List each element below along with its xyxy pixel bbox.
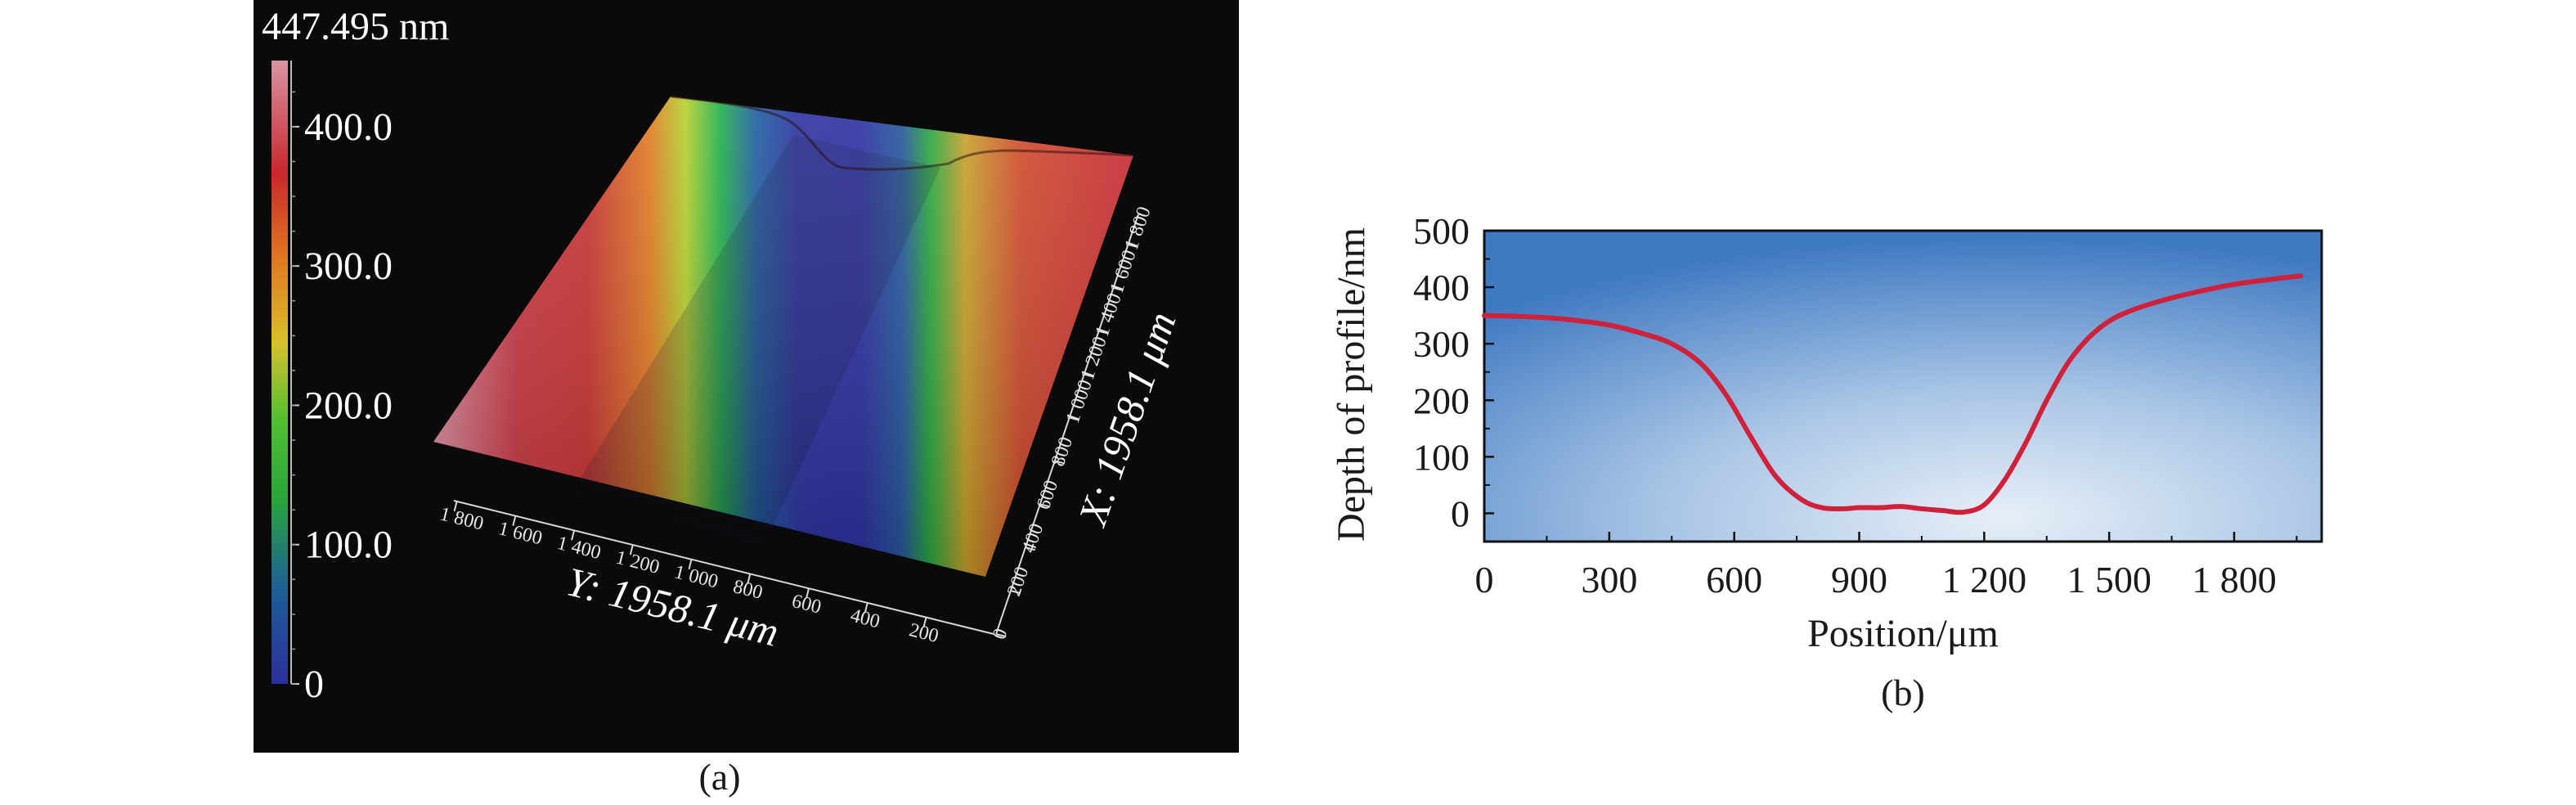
colorbar-tick-label: 300.0 [304,245,393,288]
panel-b-caption: (b) [1881,672,1925,713]
colorbar: 447.495 nm 400.0 300.0 200.0 100.0 0 [262,5,449,706]
depth-profile-line [1482,273,2304,515]
y-tick-label: 400 [1413,267,1470,308]
x-tick-label: 300 [1581,559,1637,600]
panel-b-line-chart: 0 300 600 900 1 200 1 500 1 800 0 100 200 300 400 5… [1330,210,2323,713]
colorbar-tick-label: 100.0 [304,524,393,567]
x-tick-label: 0 [1475,559,1494,600]
colorbar-max-label: 447.495 nm [262,5,449,48]
colorbar-tick-label: 400.0 [304,106,393,149]
colorbar-tick-label: 0 [304,663,324,706]
y-tick-label: 200 [1413,380,1470,421]
y-tick-label: 500 [1413,210,1470,252]
x-tick-label: 600 [1706,559,1762,600]
x-tick-label: 1 500 [2067,559,2152,600]
plot-area [1483,229,2323,543]
panel-a-caption: (a) [698,756,740,798]
y-tick-label: 300 [1413,323,1470,365]
colorbar-gradient [272,61,288,684]
y-axis-title: Depth of profile/nm [1330,227,1373,542]
surface [433,95,1134,582]
colorbar-tick-label: 200.0 [304,384,393,427]
x-tick-label: 1 800 [2192,559,2277,600]
y-tick-label: 0 [1451,492,1470,534]
x-axis-title: Position/μm [1807,612,1999,655]
y-tick-label: 100 [1413,436,1470,478]
x-tick-label: 900 [1831,559,1887,600]
x-tick-label: 1 200 [1942,559,2027,600]
